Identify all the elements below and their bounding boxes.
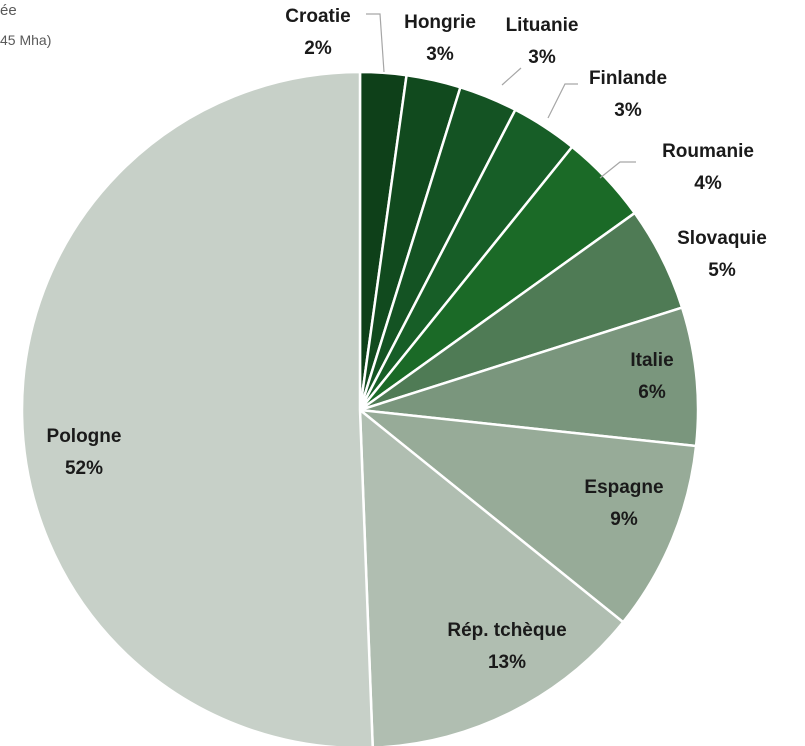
slice-label-finlande: Finlande	[589, 68, 667, 89]
slice-value-lituanie: 3%	[528, 47, 556, 68]
slice-value-rep-tcheque: 13%	[488, 652, 526, 673]
slice-value-slovaquie: 5%	[708, 260, 736, 281]
leader-line-lituanie	[501, 67, 522, 86]
slice-value-hongrie: 3%	[426, 44, 454, 65]
slice-label-lituanie: Lituanie	[506, 15, 579, 36]
slice-value-italie: 6%	[638, 382, 666, 403]
leader-line-finlande	[547, 83, 578, 119]
slice-label-pologne: Pologne	[47, 426, 122, 447]
pie-slice-espagne	[355, 408, 698, 624]
leader-line-roumanie	[599, 161, 636, 179]
slice-value-finlande: 3%	[614, 100, 642, 121]
pie-slice-pologne	[20, 70, 374, 746]
slice-value-pologne: 52%	[65, 458, 103, 479]
chart-subtitle-fragment: 45 Mha)	[0, 32, 52, 48]
slice-label-hongrie: Hongrie	[404, 12, 476, 33]
slice-value-espagne: 9%	[610, 509, 638, 530]
pie-slice-italie	[359, 305, 700, 448]
slice-label-roumanie: Roumanie	[662, 141, 754, 162]
leader-line-croatie	[366, 13, 385, 73]
slice-label-espagne: Espagne	[584, 477, 663, 498]
slice-label-italie: Italie	[630, 350, 673, 371]
slice-label-slovaquie: Slovaquie	[677, 228, 767, 249]
chart-title-fragment: ée	[0, 2, 17, 19]
slice-label-rep-tcheque: Rép. tchèque	[447, 620, 566, 641]
slice-value-roumanie: 4%	[694, 173, 722, 194]
slice-value-croatie: 2%	[304, 38, 332, 59]
slice-label-croatie: Croatie	[285, 6, 350, 27]
